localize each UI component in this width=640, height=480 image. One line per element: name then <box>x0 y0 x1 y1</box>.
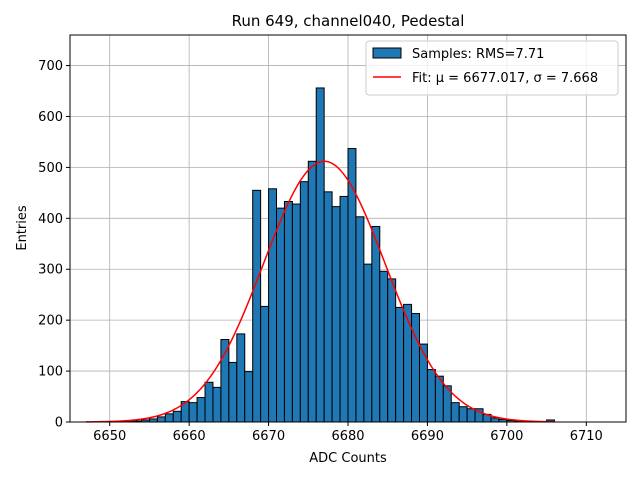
y-tick-label: 500 <box>38 161 63 176</box>
gaussian-fit-curve <box>85 160 555 423</box>
y-axis-ticks: 0 100 200 300 400 500 600 700 <box>38 59 70 431</box>
y-tick-label: 300 <box>38 263 63 278</box>
histogram-bar <box>466 408 476 423</box>
y-axis-label: Entries <box>15 205 30 251</box>
x-tick-label: 6700 <box>490 429 523 444</box>
y-tick-label: 200 <box>38 314 63 329</box>
y-tick-label: 100 <box>38 365 63 380</box>
y-tick-label: 700 <box>38 59 63 74</box>
x-tick-label: 6710 <box>570 429 603 444</box>
histogram-bar <box>458 406 468 423</box>
x-tick-label: 6680 <box>331 429 364 444</box>
legend: Samples: RMS=7.71 Fit: μ = 6677.017, σ =… <box>365 40 619 96</box>
x-tick-label: 6660 <box>173 429 206 444</box>
histogram-bar <box>188 402 198 423</box>
histogram-bar <box>244 371 254 423</box>
histogram-bar <box>379 270 389 423</box>
histogram-bar <box>299 181 309 423</box>
histogram-bar <box>395 306 405 423</box>
histogram-bar <box>212 386 222 423</box>
legend-swatch-samples <box>372 47 402 59</box>
histogram-bar <box>172 410 182 423</box>
histogram-bar <box>252 189 262 423</box>
histogram-bar <box>403 303 413 423</box>
y-tick-label: 600 <box>38 110 63 125</box>
x-axis-label: ADC Counts <box>309 451 387 466</box>
chart-title: Run 649, channel040, Pedestal <box>232 12 465 30</box>
histogram-bar <box>291 203 301 423</box>
histogram-bar <box>204 381 214 423</box>
histogram-bar <box>260 305 270 423</box>
histogram-bar <box>315 87 325 423</box>
histogram-bar <box>307 160 317 423</box>
histogram-bar <box>323 191 333 423</box>
y-tick-label: 0 <box>55 416 63 431</box>
x-tick-label: 6690 <box>411 429 444 444</box>
legend-label-samples: Samples: RMS=7.71 <box>412 47 544 62</box>
x-axis-ticks: 6650 6660 6670 6680 6690 6700 6710 <box>93 422 603 444</box>
histogram-bar <box>426 369 436 423</box>
histogram-bar <box>164 413 174 423</box>
histogram-bar <box>387 278 397 423</box>
y-tick-label: 400 <box>38 212 63 227</box>
histogram-bar <box>347 148 357 423</box>
histogram-bar <box>355 216 365 423</box>
histogram-bar <box>371 225 381 423</box>
legend-box <box>365 40 619 96</box>
histogram-bar <box>339 195 349 423</box>
fit-curve-layer <box>85 160 555 423</box>
histogram-bar <box>228 361 238 423</box>
histogram-bar <box>490 417 500 423</box>
histogram-bar <box>268 188 278 423</box>
histogram-bar <box>331 206 341 423</box>
histogram-bar <box>196 397 206 423</box>
histogram-bar <box>156 416 166 423</box>
legend-label-fit: Fit: μ = 6677.017, σ = 7.668 <box>412 71 598 86</box>
histogram-bar <box>236 333 246 423</box>
histogram-bar <box>283 201 293 423</box>
histogram-bar <box>276 207 285 423</box>
x-tick-label: 6650 <box>93 429 126 444</box>
x-tick-label: 6670 <box>252 429 285 444</box>
histogram-bar <box>363 263 373 423</box>
histogram-bar <box>450 402 460 423</box>
histogram-bar <box>418 343 428 423</box>
